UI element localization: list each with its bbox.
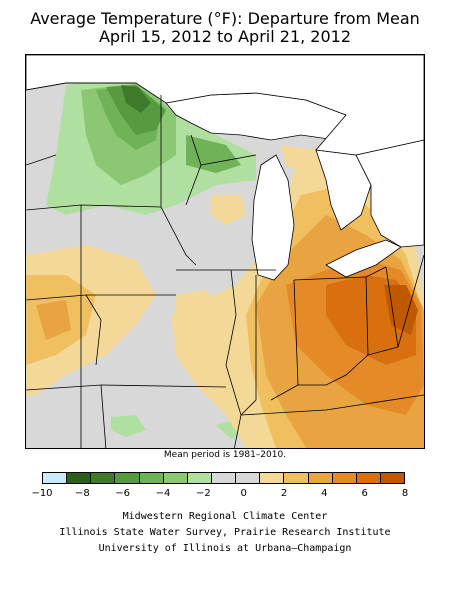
legend-swatch	[260, 473, 285, 483]
legend-swatch	[187, 473, 212, 483]
legend-tick-label: 8	[401, 488, 409, 499]
temperature-departure-map	[26, 55, 424, 448]
legend-swatch	[284, 473, 309, 483]
legend-swatch	[380, 473, 405, 483]
legend-tick-label: 4	[321, 488, 328, 499]
warm-region-north-mi	[281, 145, 326, 173]
mean-period-note: Mean period is 1981–2010.	[163, 450, 287, 460]
state-borders	[26, 82, 424, 448]
map-title: Average Temperature (°F): Departure from…	[30, 9, 420, 28]
legend-swatch	[115, 473, 140, 483]
legend-tick-label: −10	[31, 488, 53, 499]
cool-region-6	[186, 135, 241, 173]
cool-region-4	[106, 85, 166, 135]
lake-michigan	[251, 154, 295, 281]
legend-tick-label: −2	[195, 488, 211, 499]
legend-swatch	[91, 473, 116, 483]
legend-swatch	[43, 473, 68, 483]
map-date-range: April 15, 2012 to April 21, 2012	[98, 27, 352, 46]
credit-line-1: Midwestern Regional Climate Center	[122, 511, 328, 522]
warm-region-west3	[36, 300, 71, 340]
warm-region-north-wi	[211, 195, 246, 225]
canada-east	[355, 139, 424, 248]
legend-swatch	[356, 473, 381, 483]
legend-tick-label: 2	[280, 488, 288, 499]
legend-swatch	[332, 473, 357, 483]
legend-swatch	[236, 473, 261, 483]
legend-tick-label: 6	[361, 488, 368, 499]
legend-tick-label: 0	[240, 488, 247, 499]
cool-region-5	[121, 85, 151, 113]
legend-tick-label: −4	[155, 488, 171, 499]
legend-swatch	[67, 473, 92, 483]
legend-swatch	[139, 473, 164, 483]
credit-line-3: University of Illinois at Urbana–Champai…	[98, 543, 352, 554]
warm-region-east6	[384, 285, 418, 335]
color-legend	[42, 472, 405, 484]
cool-spot-south	[111, 415, 146, 437]
legend-swatch	[163, 473, 188, 483]
legend-swatch	[308, 473, 333, 483]
credit-line-2: Illinois State Water Survey, Prairie Res…	[59, 527, 391, 538]
legend-tick-label: −6	[115, 488, 131, 499]
map-frame	[25, 54, 425, 449]
warm-region-mid	[176, 290, 226, 365]
legend-tick-label: −8	[74, 488, 90, 499]
legend-swatch	[211, 473, 237, 483]
